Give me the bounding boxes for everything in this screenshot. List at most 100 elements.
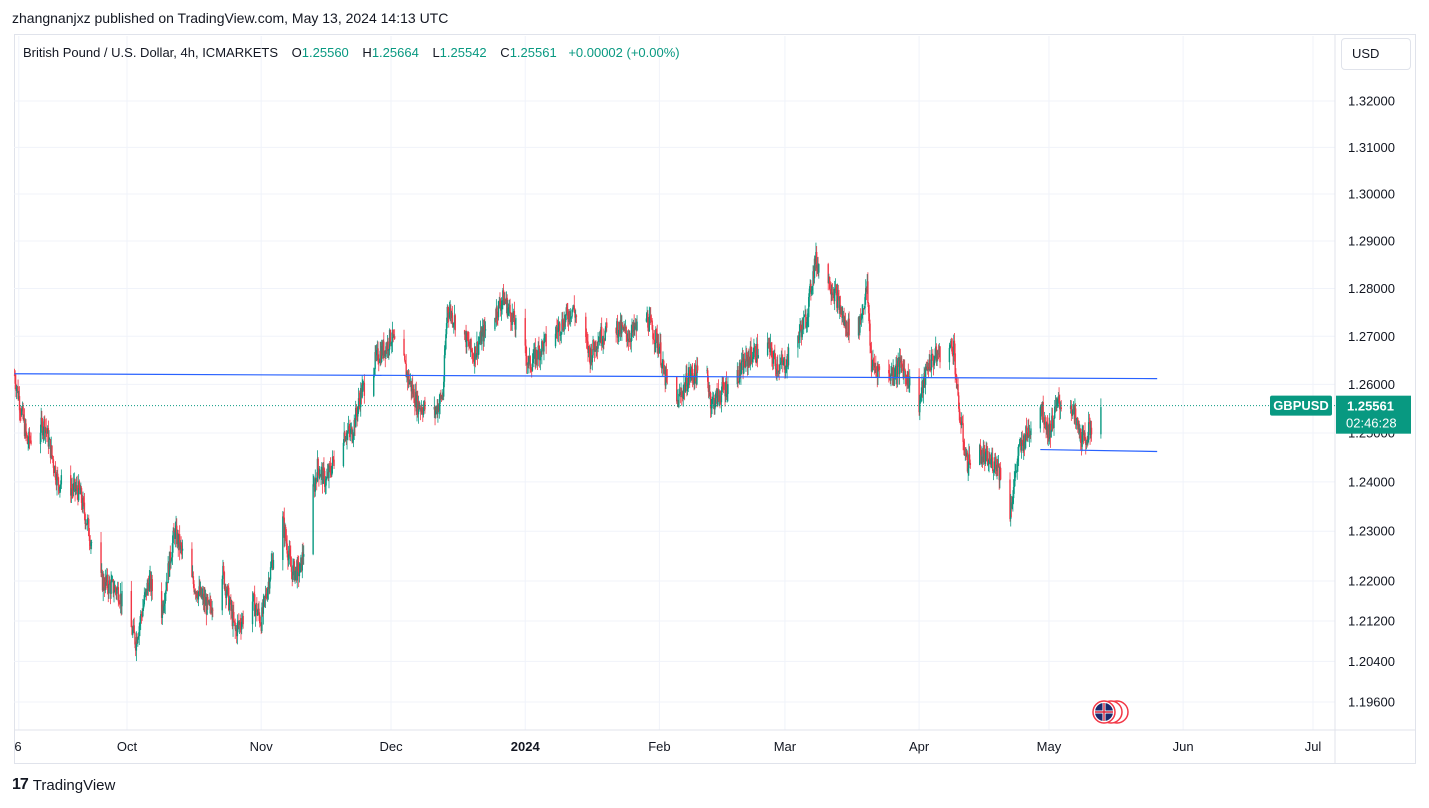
candle-body <box>289 549 291 557</box>
candle <box>960 417 962 434</box>
candle <box>240 618 242 640</box>
candle-body <box>88 535 91 541</box>
candle-body <box>192 576 195 585</box>
candle <box>989 452 991 464</box>
candle <box>467 330 469 347</box>
candle <box>1013 471 1016 494</box>
candle <box>659 332 661 354</box>
candle-body <box>57 473 59 478</box>
candle <box>327 463 329 482</box>
candle <box>131 620 133 636</box>
candle <box>466 331 469 342</box>
candle-body <box>108 580 110 594</box>
candle <box>557 316 560 343</box>
candle-body <box>329 466 332 473</box>
candle <box>775 368 777 380</box>
candle <box>1010 495 1013 518</box>
candle-body <box>209 601 212 608</box>
candle-body <box>352 434 355 439</box>
candle <box>170 558 172 569</box>
candle <box>477 336 480 359</box>
candle-body <box>987 463 990 466</box>
candle-body <box>111 579 114 581</box>
candle-body <box>844 319 846 326</box>
candle-body <box>966 452 969 472</box>
candle <box>1042 395 1044 423</box>
candle <box>979 439 982 455</box>
candle-body <box>1015 471 1017 472</box>
candle-body <box>653 339 656 344</box>
candle <box>392 329 394 343</box>
candle-body <box>23 418 26 437</box>
candle-body <box>1017 455 1019 462</box>
candle-body <box>497 316 499 318</box>
candle <box>479 320 482 346</box>
candle <box>652 333 655 341</box>
candle <box>961 416 964 425</box>
candle <box>742 349 744 380</box>
candle <box>296 556 298 589</box>
candle-body <box>16 386 19 388</box>
candle <box>865 279 867 305</box>
candle-body <box>313 483 315 485</box>
candle <box>932 355 935 376</box>
candle-body <box>344 432 346 441</box>
candle-body <box>585 316 587 338</box>
candle-body <box>86 519 89 525</box>
candle <box>932 349 934 368</box>
candle <box>964 447 966 461</box>
candle-body <box>815 251 817 264</box>
candle <box>832 287 834 299</box>
candle <box>178 525 181 561</box>
candle <box>342 439 345 468</box>
currency-button[interactable]: USD <box>1341 38 1411 70</box>
candle <box>405 354 407 378</box>
candle-body <box>176 525 178 545</box>
candle-body <box>603 338 605 341</box>
candle <box>416 390 418 422</box>
candle-body <box>725 381 728 397</box>
candle-body <box>619 320 622 334</box>
candle <box>929 367 932 373</box>
tradingview-logo[interactable]: 17 TradingView <box>12 776 115 794</box>
candle <box>560 331 562 344</box>
candle-body <box>1025 426 1028 435</box>
candle <box>605 322 607 334</box>
candle-body <box>677 399 679 408</box>
candle <box>901 363 904 372</box>
candle-body <box>810 290 813 294</box>
candle-body <box>574 311 576 318</box>
candle-body <box>13 374 16 376</box>
candle-body <box>357 398 360 408</box>
candle-body <box>470 339 472 350</box>
candle <box>316 472 318 491</box>
candle <box>203 586 205 612</box>
candle-body <box>597 342 599 349</box>
candle-body <box>626 333 628 341</box>
candle <box>272 552 275 570</box>
candle-body <box>1046 422 1048 430</box>
candle-body <box>1020 442 1022 451</box>
candle-body <box>352 438 354 442</box>
chart-frame[interactable] <box>14 34 1416 764</box>
candle <box>349 422 352 442</box>
candle-body <box>295 566 298 581</box>
candle <box>259 616 262 627</box>
grid-lines <box>14 36 1335 730</box>
candle <box>435 405 438 415</box>
candle-body <box>114 586 117 591</box>
candle-body <box>132 625 135 631</box>
candle-body <box>140 614 143 616</box>
candle <box>72 483 74 499</box>
candle-body <box>930 354 933 371</box>
candle <box>134 641 137 657</box>
candle <box>1053 415 1055 436</box>
candle <box>991 447 994 474</box>
candle <box>209 592 211 614</box>
candle <box>1055 397 1057 412</box>
candle-body <box>253 593 255 595</box>
candle <box>508 299 511 317</box>
candle <box>479 332 481 345</box>
candle-body <box>145 588 147 593</box>
